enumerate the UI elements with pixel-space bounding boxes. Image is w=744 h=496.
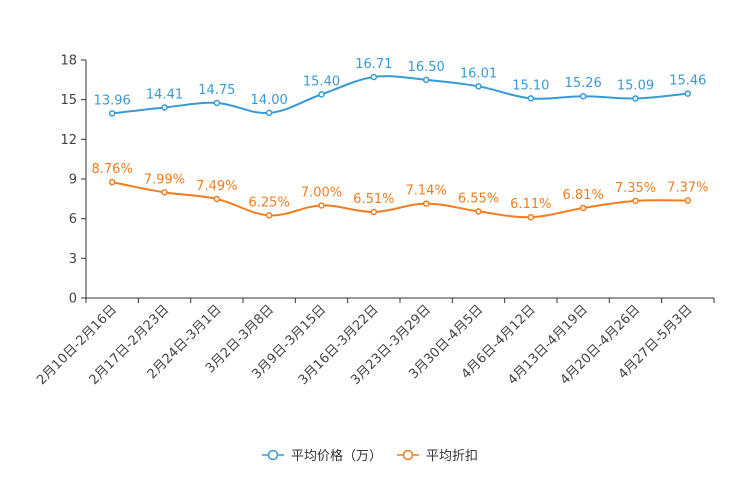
- y-tick-label: 0: [69, 292, 77, 307]
- data-label: 6.55%: [458, 191, 499, 206]
- data-point[interactable]: [632, 197, 639, 205]
- data-point[interactable]: [108, 178, 116, 186]
- data-label: 8.76%: [92, 162, 133, 177]
- data-label: 15.46: [669, 74, 706, 89]
- data-label: 7.99%: [144, 172, 185, 187]
- legend-marker: [267, 449, 279, 461]
- data-point[interactable]: [161, 104, 168, 111]
- data-label: 15.10: [512, 78, 549, 93]
- data-label: 15.40: [303, 74, 340, 89]
- y-tick-label: 9: [69, 173, 77, 188]
- data-point[interactable]: [422, 200, 430, 207]
- data-point[interactable]: [684, 90, 692, 97]
- data-label: 7.37%: [667, 181, 708, 196]
- series-group: [108, 73, 692, 221]
- data-label: 7.00%: [301, 185, 342, 200]
- data-label: 14.75: [198, 83, 235, 98]
- data-label: 14.41: [146, 87, 183, 102]
- data-label: 16.50: [408, 60, 445, 75]
- data-label: 7.35%: [615, 181, 656, 196]
- data-point[interactable]: [213, 195, 221, 203]
- y-tick-label: 6: [69, 212, 77, 227]
- data-point[interactable]: [370, 208, 378, 216]
- axes: 03691215182月10日-2月16日2月17日-2月23日2月24日-3月…: [34, 54, 715, 388]
- data-label: 7.49%: [196, 179, 237, 194]
- data-point[interactable]: [632, 95, 639, 102]
- data-label: 14.00: [251, 93, 288, 108]
- data-point[interactable]: [579, 204, 587, 212]
- y-tick-label: 15: [60, 93, 77, 108]
- data-label: 15.26: [565, 76, 602, 91]
- data-point[interactable]: [527, 95, 535, 102]
- y-tick-label: 12: [60, 133, 77, 148]
- data-point[interactable]: [684, 197, 692, 204]
- y-tick-label: 3: [69, 252, 77, 267]
- data-label: 13.96: [94, 93, 131, 108]
- data-point[interactable]: [370, 73, 378, 81]
- data-point[interactable]: [265, 109, 273, 117]
- data-label: 6.11%: [510, 197, 551, 212]
- legend[interactable]: 平均价格（万） 平均折扣: [262, 448, 478, 464]
- data-label: 6.51%: [353, 192, 394, 207]
- series-line-1: [111, 181, 688, 219]
- legend-label: 平均折扣: [426, 449, 478, 464]
- data-label: 6.81%: [563, 188, 604, 203]
- data-point[interactable]: [265, 212, 273, 219]
- data-label: 7.14%: [406, 184, 447, 199]
- data-point[interactable]: [475, 83, 482, 90]
- legend-item-0[interactable]: 平均价格（万）: [262, 448, 382, 464]
- data-label: 16.71: [355, 57, 392, 72]
- data-point[interactable]: [318, 91, 325, 98]
- data-label: 15.09: [617, 78, 654, 93]
- data-label: 16.01: [460, 66, 497, 81]
- data-labels: 13.96 14.41 14.75 14.00 15.40 16.71 16.50 16.01…: [92, 57, 709, 212]
- y-tick-label: 18: [60, 54, 77, 69]
- data-point[interactable]: [213, 99, 221, 107]
- data-point[interactable]: [318, 202, 325, 209]
- data-point[interactable]: [422, 76, 430, 84]
- series-line-0: [112, 75, 688, 115]
- legend-item-1[interactable]: 平均折扣: [397, 449, 478, 464]
- data-point[interactable]: [161, 189, 168, 196]
- data-point[interactable]: [527, 213, 535, 221]
- data-label: 6.25%: [249, 195, 290, 210]
- data-point[interactable]: [579, 92, 587, 100]
- legend-label: 平均价格（万）: [291, 448, 382, 464]
- legend-marker: [402, 449, 414, 461]
- data-point[interactable]: [108, 110, 116, 117]
- data-point[interactable]: [475, 208, 482, 215]
